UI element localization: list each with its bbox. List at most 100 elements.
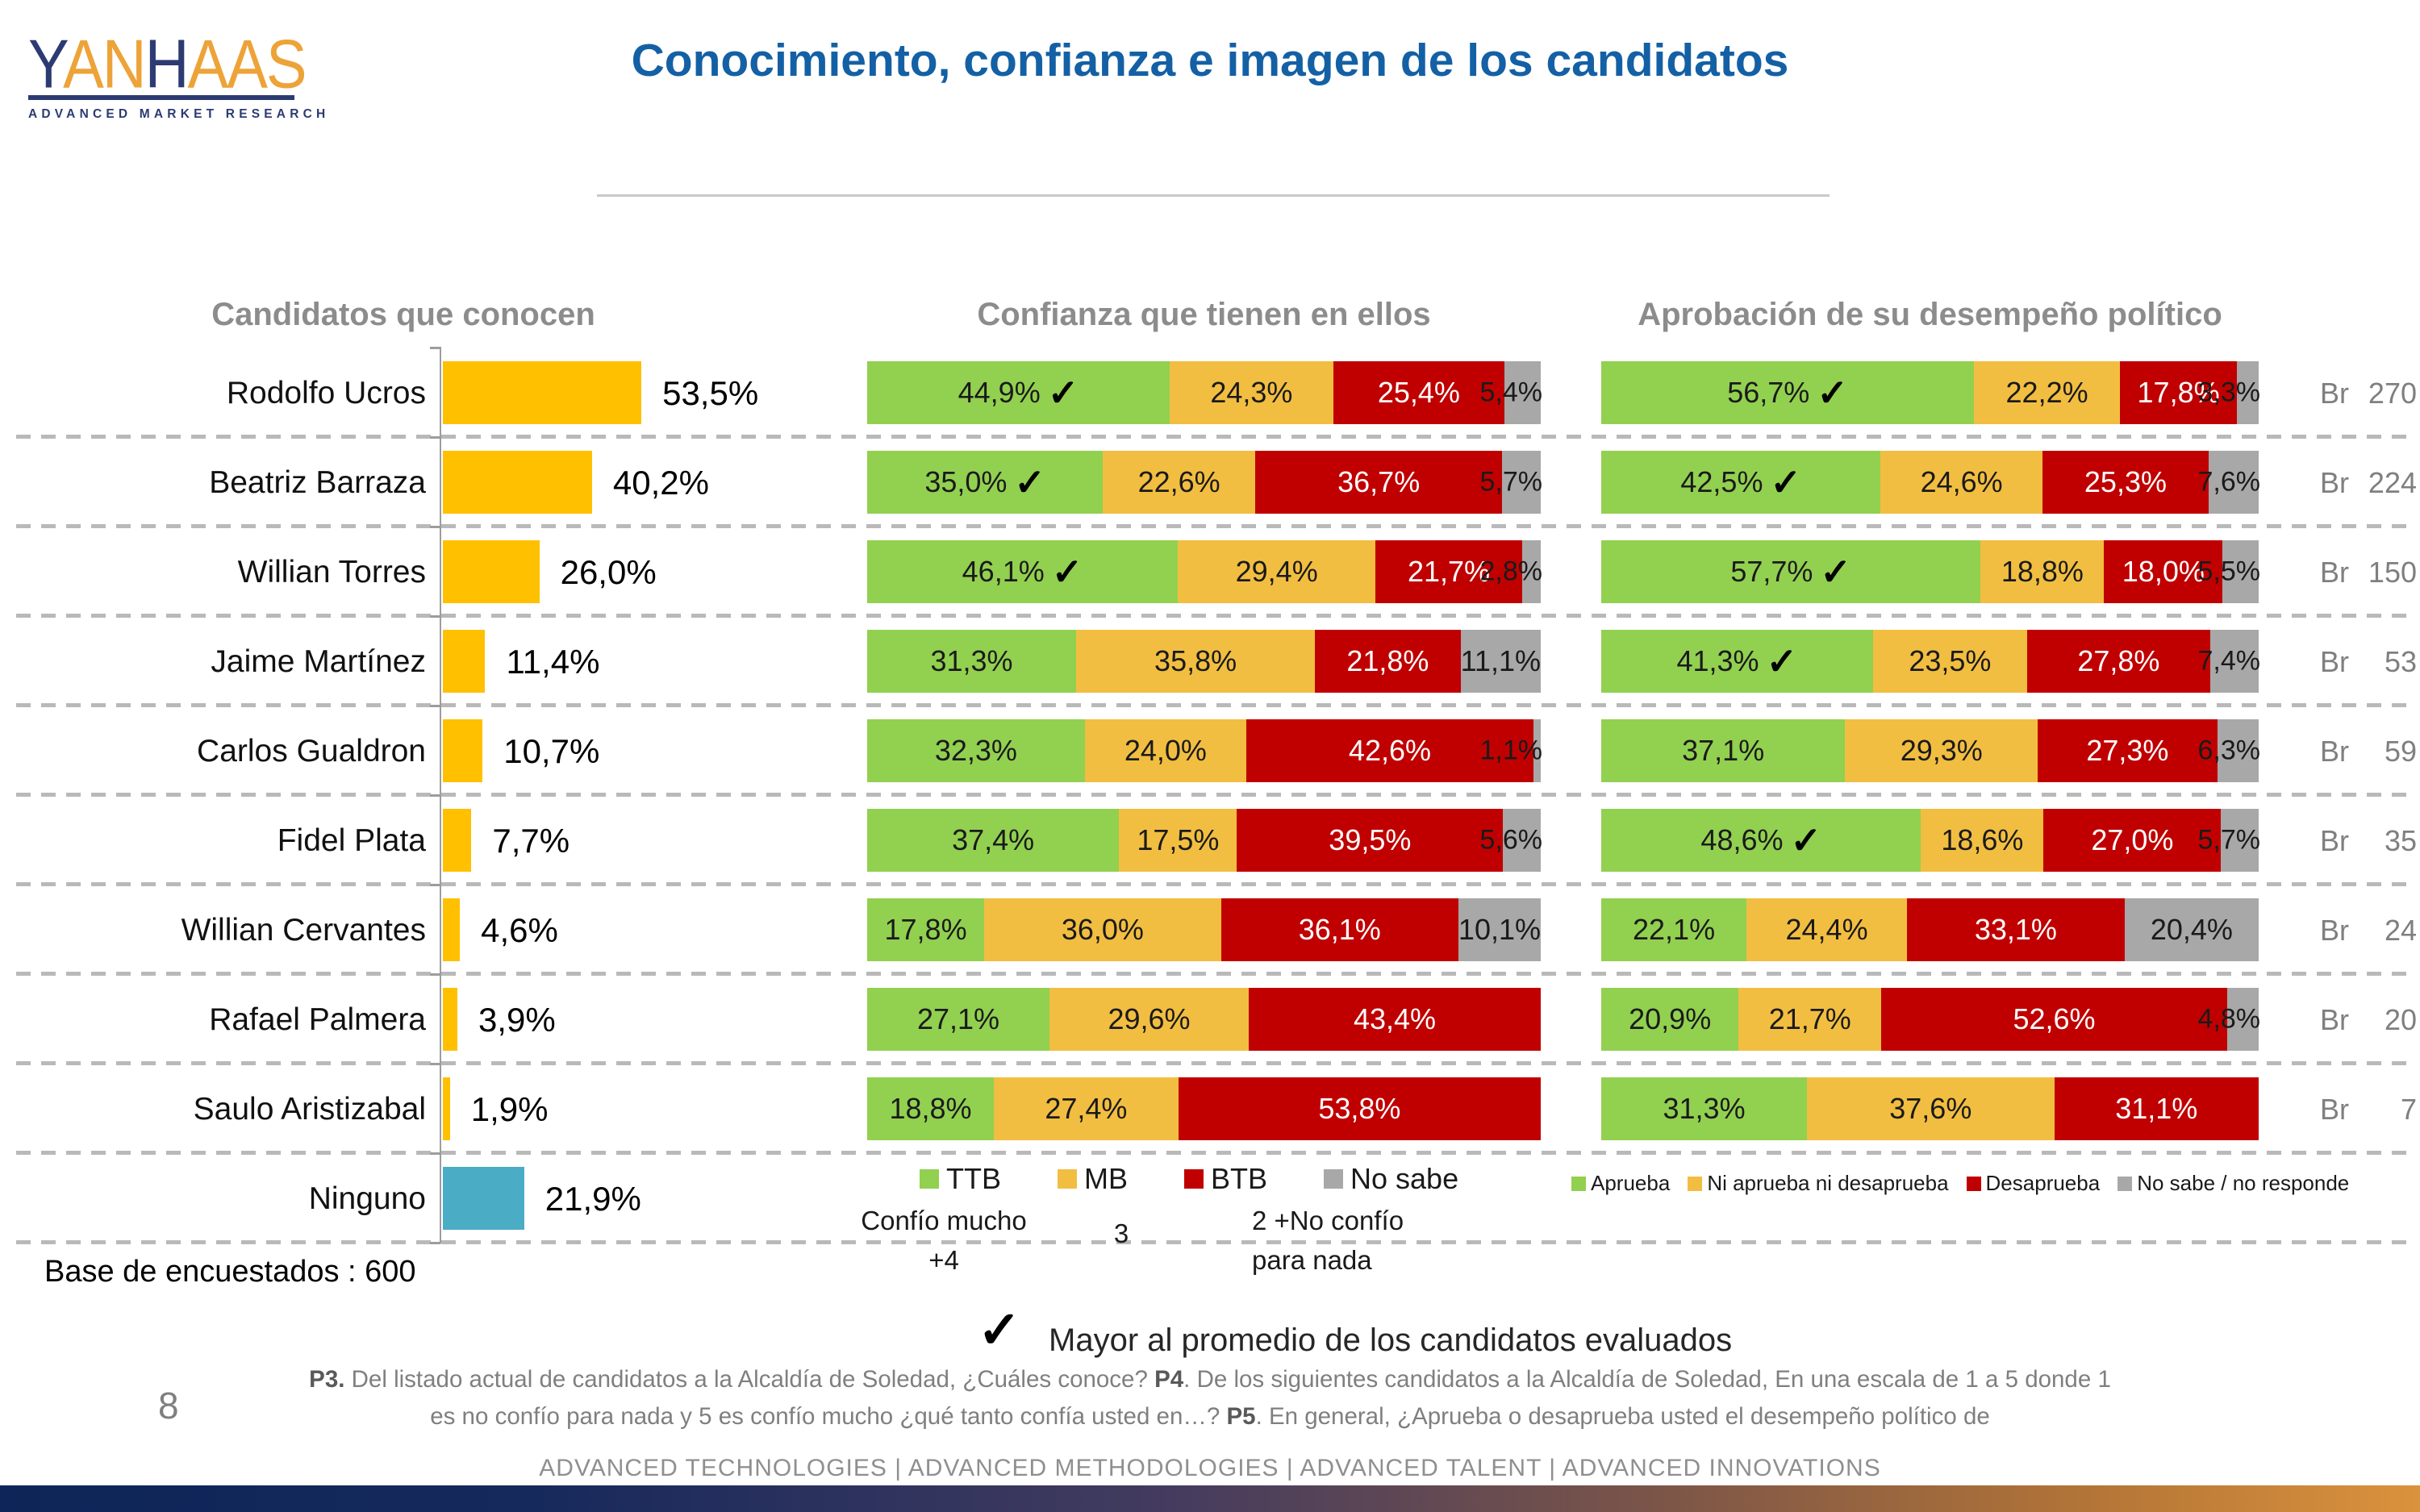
legend-swatch xyxy=(1184,1169,1204,1189)
segment-value: 18,8% xyxy=(2001,555,2084,588)
legend-item: BTB xyxy=(1184,1162,1267,1196)
row-separator xyxy=(16,703,2409,707)
trust-scale-note-btb: 2 +No confío para nada xyxy=(1252,1201,1526,1280)
axis-tick xyxy=(430,436,440,439)
bar-segment-aprueba: 20,9% xyxy=(1601,988,1739,1051)
bar-segment-no-sabe-no-responde: 20,4% xyxy=(2124,898,2259,961)
segment-value: 35,0% xyxy=(924,465,1008,498)
segment-value: 56,7% xyxy=(1727,376,1810,409)
bar-segment-no-sabe-no-responde: 4,8% xyxy=(2198,988,2260,1051)
bar-segment-btb: 25,4% xyxy=(1333,361,1504,424)
segment-value: 53,8% xyxy=(1318,1092,1401,1125)
title-divider xyxy=(597,194,1830,197)
bar-segment-btb: 21,8% xyxy=(1315,630,1461,693)
check-icon: ✓ xyxy=(978,1301,1021,1359)
base-br-label: Br 224 xyxy=(2320,438,2417,527)
stacked-bar: 27,1% 29,6% 43,4% xyxy=(867,988,1541,1051)
bar-segment-no-sabe: 5,4% xyxy=(1480,361,1542,424)
segment-value: 39,5% xyxy=(1329,823,1412,856)
axis-tick xyxy=(430,1063,440,1065)
footnote-line-2: es no confío para nada y 5 es confío muc… xyxy=(121,1403,2299,1431)
footer-services: ADVANCED TECHNOLOGIES | ADVANCED METHODO… xyxy=(539,1455,1881,1481)
row-separator xyxy=(16,882,2409,886)
known-value: 40,2% xyxy=(612,463,709,502)
segment-value: 27,8% xyxy=(2077,644,2160,677)
bar-segment-no-sabe-no-responde: 5,7% xyxy=(2197,809,2260,872)
logo-subtitle: ADVANCED MARKET RESEARCH xyxy=(28,107,330,121)
bar-segment-desaprueba: 27,3% xyxy=(2038,719,2218,782)
segment-value: 44,9% xyxy=(958,376,1041,409)
segment-value: 18,8% xyxy=(889,1092,972,1125)
stacked-bar: 18,8% 27,4% 53,8% xyxy=(867,1077,1542,1140)
stacked-bar: 41,3% ✓ 23,5% 27,8% 7,4% xyxy=(1601,630,2260,693)
legend-label: No sabe xyxy=(1350,1162,1459,1195)
bar-segment-desaprueba: 31,1% xyxy=(2054,1077,2259,1140)
bar-segment-ni-aprueba-ni-desaprueba: 24,4% xyxy=(1746,898,1907,961)
bar-segment-ni-aprueba-ni-desaprueba: 18,6% xyxy=(1921,809,2044,872)
segment-value: 36,0% xyxy=(1061,913,1144,946)
known-bar xyxy=(443,988,457,1051)
bar-segment-btb: 36,1% xyxy=(1220,898,1458,961)
base-note: Base de encuestados : 600 xyxy=(44,1255,416,1289)
base-br-label: Br 270 xyxy=(2320,348,2417,438)
stacked-bar: 57,7% ✓ 18,8% 18,0% 5,5% xyxy=(1601,540,2260,603)
base-br-label: Br 24 xyxy=(2320,885,2417,975)
legend-swatch xyxy=(1688,1176,1703,1191)
segment-value-overflow: 5,6% xyxy=(1479,824,1543,856)
known-value: 10,7% xyxy=(503,731,600,770)
bar-segment-aprueba: 48,6% ✓ xyxy=(1601,809,1921,872)
above-average-check-icon: ✓ xyxy=(1790,819,1822,861)
bar-segment-btb: 21,7% xyxy=(1375,540,1522,603)
known-bar xyxy=(443,1077,450,1140)
bar-segment-mb: 29,4% xyxy=(1177,540,1376,603)
bar-segment-mb: 35,8% xyxy=(1075,630,1316,693)
bar-segment-ni-aprueba-ni-desaprueba: 22,2% xyxy=(1974,361,2121,424)
base-br-label: Br 20 xyxy=(2320,975,2417,1064)
segment-value: 57,7% xyxy=(1730,555,1813,588)
question-code: P3. xyxy=(309,1366,345,1393)
check-note: Mayor al promedio de los candidatos eval… xyxy=(1049,1322,1733,1358)
approval-legend: Aprueba Ni aprueba ni desaprueba Desaprueb… xyxy=(1571,1171,2349,1196)
bar-segment-desaprueba: 33,1% xyxy=(1906,898,2125,961)
segment-value: 25,4% xyxy=(1377,376,1460,409)
above-average-check-icon: ✓ xyxy=(1014,461,1045,503)
stacked-bar: 35,0% ✓ 22,6% 36,7% 5,7% xyxy=(867,451,1542,514)
question-code: P4 xyxy=(1154,1366,1184,1393)
br-value: 7 xyxy=(2400,1092,2417,1126)
stacked-bar: 22,1% 24,4% 33,1% 20,4% xyxy=(1601,898,2259,961)
br-value: 53 xyxy=(2384,644,2417,678)
segment-value: 25,3% xyxy=(2084,465,2167,498)
candidate-label: Rafael Palmera xyxy=(209,1002,426,1037)
stacked-bar: 37,4% 17,5% 39,5% 5,6% xyxy=(867,809,1543,872)
above-average-check-icon: ✓ xyxy=(1817,372,1848,414)
bar-segment-btb: 53,8% xyxy=(1178,1077,1542,1140)
axis-tick xyxy=(430,615,440,618)
trust-scale-note-ttb: Confío mucho +4 xyxy=(823,1201,1065,1280)
axis-tick xyxy=(430,1152,440,1155)
segment-value-overflow: 7,6% xyxy=(2197,466,2260,498)
bar-segment-desaprueba: 27,0% xyxy=(2043,809,2222,872)
segment-value: 36,7% xyxy=(1337,465,1421,498)
segment-value: 21,8% xyxy=(1346,644,1429,677)
row-separator xyxy=(16,524,2409,528)
segment-value: 18,0% xyxy=(2122,555,2205,588)
bar-segment-ttb: 31,3% xyxy=(867,630,1076,693)
segment-value: 37,6% xyxy=(1889,1092,1972,1125)
legend-swatch xyxy=(1324,1169,1344,1189)
bar-segment-mb: 22,6% xyxy=(1103,451,1255,514)
bar-segment-ttb: 37,4% xyxy=(867,809,1120,872)
segment-value: 29,4% xyxy=(1235,555,1318,588)
known-bar xyxy=(443,719,483,782)
legend-label: BTB xyxy=(1211,1162,1268,1195)
section-header-trust: Confianza que tienen en ellos xyxy=(977,297,1431,332)
bar-segment-no-sabe-no-responde: 7,4% xyxy=(2198,630,2260,693)
trust-scale-note-mb: 3 xyxy=(1113,1218,1129,1248)
bar-segment-btb: 42,6% xyxy=(1246,719,1533,782)
bar-segment-ni-aprueba-ni-desaprueba: 23,5% xyxy=(1872,630,2028,693)
br-prefix: Br xyxy=(2320,823,2349,857)
segment-value: 18,6% xyxy=(1941,823,2024,856)
segment-value: 48,6% xyxy=(1700,823,1784,856)
bar-segment-aprueba: 41,3% ✓ xyxy=(1601,630,1873,693)
known-value: 1,9% xyxy=(470,1089,549,1128)
bar-segment-ttb: 44,9% ✓ xyxy=(867,361,1170,424)
